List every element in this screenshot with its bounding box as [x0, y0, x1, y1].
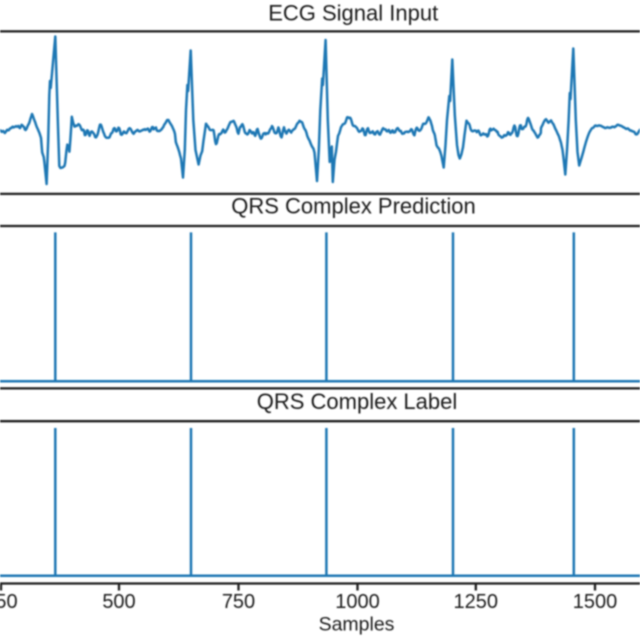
- svg-text:1500: 1500: [573, 591, 618, 613]
- svg-text:250: 250: [0, 591, 18, 613]
- svg-text:QRS Complex Label: QRS Complex Label: [257, 389, 458, 414]
- svg-text:Samples: Samples: [319, 613, 395, 635]
- svg-text:ECG Signal Input: ECG Signal Input: [268, 1, 438, 26]
- svg-text:1250: 1250: [454, 591, 499, 613]
- svg-text:1000: 1000: [335, 591, 380, 613]
- svg-text:750: 750: [222, 591, 255, 613]
- svg-text:QRS Complex Prediction: QRS Complex Prediction: [231, 194, 476, 219]
- svg-text:500: 500: [102, 591, 135, 613]
